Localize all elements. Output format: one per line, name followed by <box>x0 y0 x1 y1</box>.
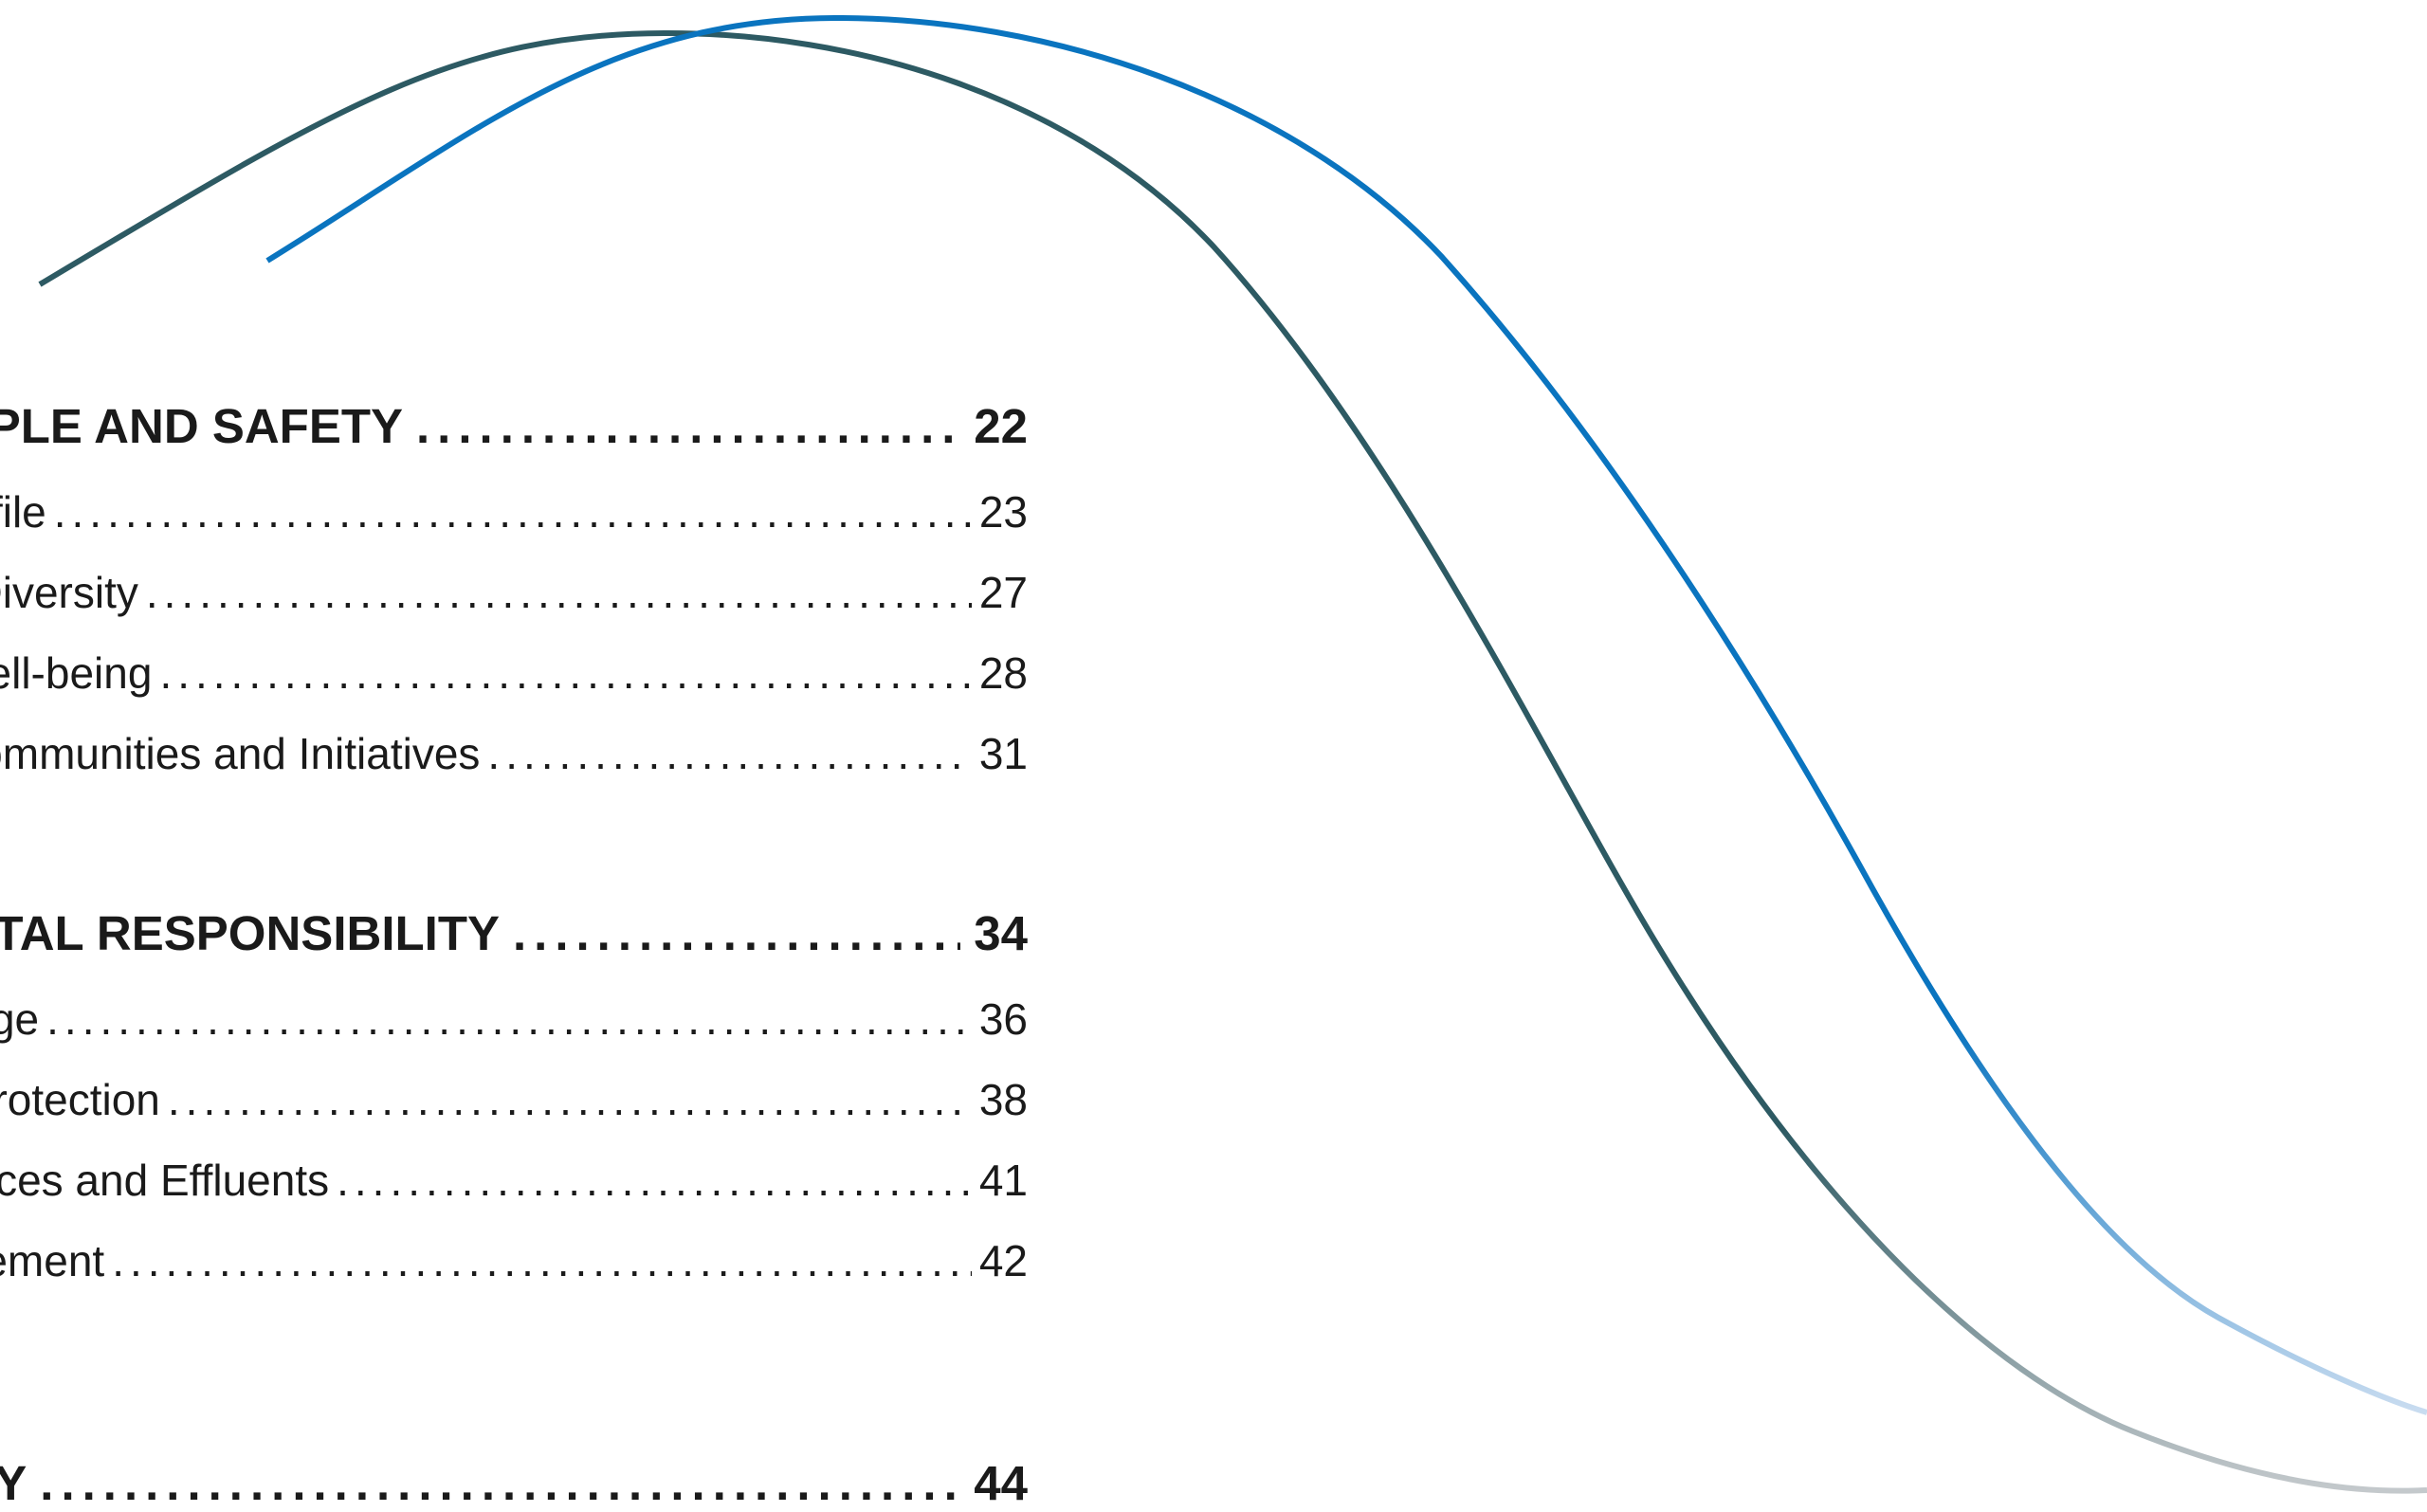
toc-page-number: 41 <box>978 1156 1028 1205</box>
dot-leader: ........................................… <box>46 994 972 1044</box>
toc-entry[interactable]: ed Communities and Initiatives..........… <box>0 725 1028 782</box>
toc-section-title: PEOPLE AND SAFETY <box>0 399 404 453</box>
toc-entry-title: esources and Effluents <box>0 1156 330 1205</box>
toc-page-number: 34 <box>974 906 1028 960</box>
toc-page-number: 28 <box>978 648 1028 698</box>
toc-entry-title: e Profile <box>0 487 46 537</box>
toc-entry-title: ed Communities and Initiatives <box>0 729 481 778</box>
toc-entry[interactable]: esources and Effluents..................… <box>0 1152 1028 1209</box>
toc-entry[interactable]: sity Protection.........................… <box>0 1071 1028 1128</box>
toc-section-heading[interactable]: PEOPLE AND SAFETY.......................… <box>0 398 1028 455</box>
dot-leader: ........................................… <box>159 648 972 698</box>
toc-entry-title: nd Well-being <box>0 648 153 698</box>
dot-leader: ........................................… <box>145 568 972 617</box>
toc-page-number: 31 <box>978 729 1028 778</box>
toc-page-number: 38 <box>978 1075 1028 1124</box>
toc-section-title: MARY <box>0 1456 27 1510</box>
toc-section-heading[interactable]: MENTAL RESPONSIBILITY...................… <box>0 905 1028 962</box>
wave-line-blue <box>265 14 2427 1415</box>
toc-page-number: 42 <box>978 1236 1028 1285</box>
toc-entry[interactable]: nd Well-being...........................… <box>0 645 1028 701</box>
dot-leader: ........................................… <box>337 1156 972 1205</box>
toc-entry-title: and Diversity <box>0 568 138 617</box>
toc-page-number: 23 <box>978 487 1028 537</box>
toc-entry[interactable]: Change..................................… <box>0 991 1028 1047</box>
toc-entry-title: sity Protection <box>0 1075 160 1124</box>
toc-entry-title: anagement <box>0 1236 105 1285</box>
dot-leader: ........................................… <box>167 1075 972 1124</box>
toc-page-number: 22 <box>974 399 1028 453</box>
wave-line-dark <box>38 29 2427 1494</box>
toc-entry[interactable]: and Diversity...........................… <box>0 564 1028 621</box>
dot-leader: ........................................… <box>112 1236 972 1285</box>
toc-section-heading[interactable]: MARY....................................… <box>0 1455 1028 1512</box>
toc-section-title: MENTAL RESPONSIBILITY <box>0 906 500 960</box>
dot-leader: ........................................… <box>487 729 971 778</box>
toc-entry-title: Change <box>0 994 40 1044</box>
toc-entry[interactable]: e Profile...............................… <box>0 483 1028 540</box>
toc-page-number: 44 <box>974 1456 1028 1510</box>
dot-leader: ........................................… <box>513 906 960 960</box>
dot-leader: ........................................… <box>416 399 961 453</box>
dot-leader: ........................................… <box>40 1456 960 1510</box>
dot-leader: ........................................… <box>53 487 972 537</box>
toc-page-number: 36 <box>978 994 1028 1044</box>
toc-page-number: 27 <box>978 568 1028 617</box>
toc-entry[interactable]: anagement...............................… <box>0 1232 1028 1289</box>
